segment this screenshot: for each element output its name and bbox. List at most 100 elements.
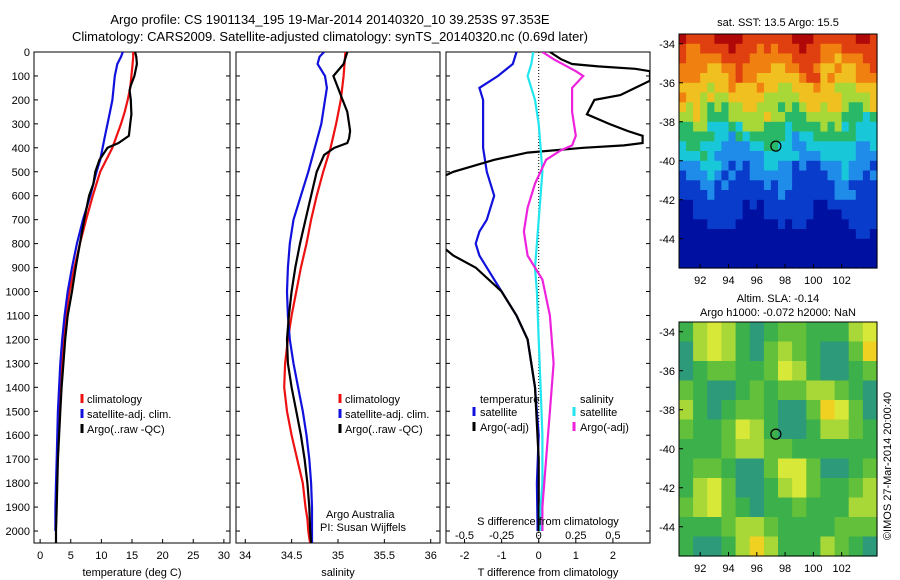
map-cell <box>749 53 758 64</box>
map-cell <box>834 380 850 401</box>
map-cell <box>785 141 793 152</box>
legend-title-salinity: salinity <box>580 394 614 406</box>
map-cell <box>869 190 878 201</box>
map-cell <box>679 229 687 240</box>
map-cell <box>799 131 807 142</box>
map-cell <box>820 190 829 201</box>
map-cell <box>778 229 786 240</box>
map-cell <box>806 170 814 181</box>
map-cell <box>834 141 843 152</box>
map-cell <box>848 536 864 557</box>
map-cell <box>735 258 744 269</box>
map-cell <box>820 419 836 440</box>
map-cell <box>848 199 857 211</box>
map-cell <box>806 419 821 440</box>
map-cell <box>686 248 694 259</box>
temperature-x-axis-label: temperature (deg C) <box>82 567 181 579</box>
s-tick-label: -0.25 <box>489 530 514 542</box>
map-cell <box>848 73 857 84</box>
map-cell <box>770 199 779 211</box>
map-cell <box>721 322 737 343</box>
map-cell <box>749 341 765 362</box>
map-cell <box>841 92 850 103</box>
map-cell <box>827 151 836 162</box>
temperature-axes-box <box>33 51 231 544</box>
map-cell <box>686 141 694 152</box>
map-cell <box>820 102 829 113</box>
map-cell <box>693 43 701 55</box>
map-cell <box>792 170 800 181</box>
map-cell <box>862 536 878 557</box>
map-cell <box>742 170 751 181</box>
map-x-tick-label: 98 <box>779 275 791 287</box>
map-cell <box>862 53 871 64</box>
map-cell <box>848 160 857 172</box>
map-cell <box>770 53 779 64</box>
map-cell <box>679 238 687 250</box>
map-cell <box>693 82 701 94</box>
map-cell <box>792 517 807 538</box>
map-cell <box>827 141 836 152</box>
map-cell <box>820 34 829 45</box>
map-cell <box>749 439 765 460</box>
map-cell <box>834 73 843 84</box>
map-cell <box>834 419 850 440</box>
map-cell <box>707 190 715 201</box>
map-cell <box>693 112 701 123</box>
y-tick-label: 200 <box>12 95 30 107</box>
map-cell <box>721 517 737 538</box>
map-cell <box>735 82 744 94</box>
map-cell <box>792 497 807 518</box>
map-cell <box>862 121 871 133</box>
map-cell <box>714 92 723 103</box>
legend-entry: satellite-adj. clim. <box>345 409 429 421</box>
map-cell <box>728 170 737 181</box>
map-cell <box>686 121 694 133</box>
map-cell <box>848 82 857 94</box>
map-cell <box>693 322 708 343</box>
s-axis-label: S difference from climatology <box>477 516 619 528</box>
map-cell <box>862 199 871 211</box>
s-tick-label: 0.25 <box>565 530 586 542</box>
map-cell <box>827 82 836 94</box>
map-cell <box>721 170 730 181</box>
map-cell <box>841 229 850 240</box>
map-cell <box>778 43 786 55</box>
map-cell <box>869 131 878 142</box>
map-cell <box>721 258 730 269</box>
map-cell <box>862 131 871 142</box>
map-cell <box>806 497 821 518</box>
map-cell <box>700 102 708 113</box>
map-cell <box>763 258 772 269</box>
map-cell <box>820 341 836 362</box>
map-cell <box>834 121 843 133</box>
map-cell <box>806 341 821 362</box>
map-cell <box>763 131 772 142</box>
map-cell <box>806 160 814 172</box>
map-cell <box>721 536 737 557</box>
map-cell <box>820 439 836 460</box>
map-cell <box>834 151 843 162</box>
map-cell <box>785 73 793 84</box>
map-cell <box>806 536 821 557</box>
map-cell <box>714 209 723 220</box>
map-cell <box>714 258 723 269</box>
map-cell <box>820 517 836 538</box>
map-cell <box>834 219 843 230</box>
map-cell <box>820 536 836 557</box>
map-cell <box>785 229 793 240</box>
map-cell <box>799 92 807 103</box>
map-cell <box>848 361 864 382</box>
s-tick-label: -0.5 <box>455 530 474 542</box>
map-cell <box>848 458 864 479</box>
map-cell <box>763 73 772 84</box>
map-cell <box>827 170 836 181</box>
map-cell <box>834 517 850 538</box>
map-cell <box>792 238 800 250</box>
figure-title: Argo profile: CS 1901134_195 19-Mar-2014… <box>110 12 550 27</box>
map-cell <box>778 160 786 172</box>
map-cell <box>778 112 786 123</box>
difference-x-axis-label: T difference from climatology <box>478 567 619 579</box>
y-tick-label: 700 <box>12 215 30 227</box>
y-tick-label: 1200 <box>6 334 30 346</box>
